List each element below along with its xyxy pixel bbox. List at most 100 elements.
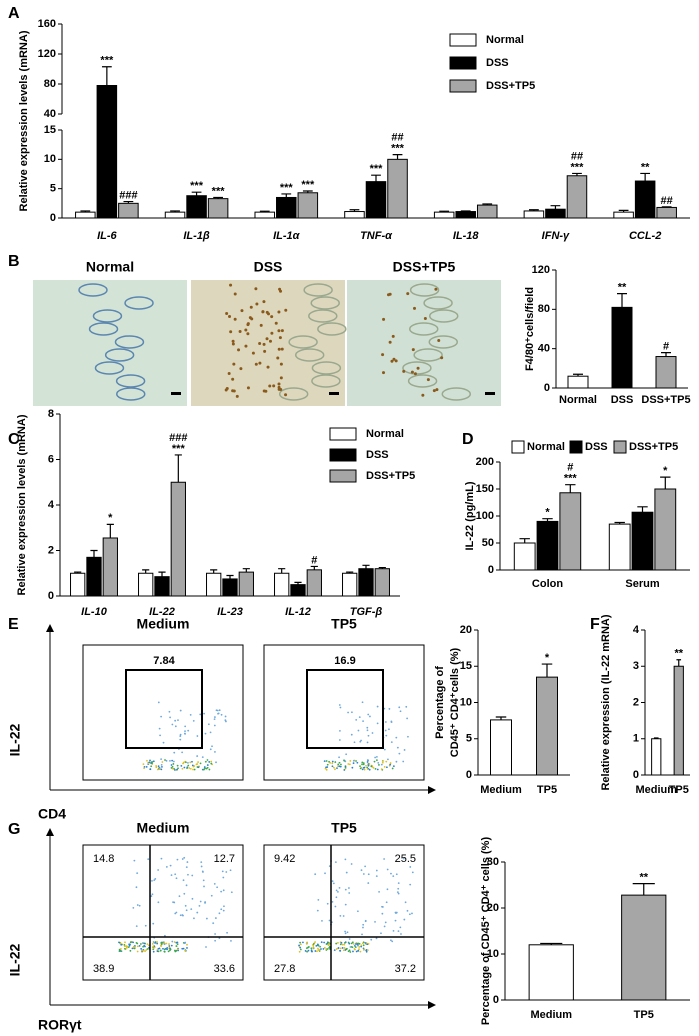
event-dot: [352, 759, 355, 762]
event-dot: [366, 761, 369, 763]
event-dot: [197, 766, 200, 769]
stain: [254, 362, 258, 366]
event-dot: [323, 946, 326, 949]
event-dot: [331, 765, 334, 768]
event-dot: [157, 901, 160, 904]
event-dot: [186, 861, 189, 863]
event-dot: [220, 890, 223, 893]
event-dot: [337, 890, 339, 893]
event-dot: [151, 893, 154, 896]
event-dot: [160, 758, 163, 761]
event-dot: [362, 923, 365, 926]
y-tick-label: 4: [633, 624, 640, 636]
y-tick-label: 5: [466, 733, 472, 745]
event-dot: [305, 942, 308, 945]
crypt: [441, 387, 472, 401]
event-dot: [375, 869, 378, 872]
gate-value: 16.9: [334, 655, 355, 667]
event-dot: [366, 943, 369, 946]
stain: [239, 367, 243, 371]
stain: [413, 306, 417, 310]
event-dot: [368, 768, 371, 771]
event-dot: [381, 905, 383, 908]
event-dot: [411, 912, 413, 915]
stain: [268, 384, 272, 388]
event-dot: [381, 760, 384, 763]
x-tick-label: IL-12: [285, 606, 311, 618]
crypt: [409, 283, 440, 297]
bar: [656, 206, 677, 219]
event-dot: [143, 767, 146, 770]
event-dot: [136, 904, 139, 906]
event-dot: [224, 715, 227, 718]
significance-mark: ***: [564, 473, 578, 485]
error-bar: [259, 210, 270, 213]
event-dot: [142, 942, 144, 944]
error-bar: [676, 659, 682, 667]
event-dot: [140, 949, 143, 952]
significance-mark: ***: [100, 55, 114, 67]
error-bar: [226, 574, 234, 579]
error-bar: [618, 209, 629, 213]
event-dot: [179, 738, 182, 741]
bar: [566, 175, 588, 219]
stain: [277, 329, 281, 333]
axis-title: CD4: [38, 806, 66, 822]
event-dot: [174, 950, 177, 953]
event-dot: [184, 904, 187, 907]
y-tick-label: 80: [44, 78, 56, 90]
event-dot: [362, 944, 365, 947]
significance-mark: *: [545, 507, 550, 519]
event-dot: [353, 944, 356, 947]
flow-title: Medium: [137, 820, 190, 836]
event-dot: [123, 944, 126, 946]
scale-bar: [329, 392, 339, 395]
event-dot: [163, 941, 166, 944]
event-dot: [322, 948, 325, 950]
event-dot: [349, 951, 352, 953]
event-dot: [196, 755, 199, 757]
event-dot: [214, 716, 216, 718]
bar: [102, 537, 118, 597]
event-dot: [139, 943, 142, 945]
event-dot: [172, 760, 175, 763]
event-dot: [404, 901, 407, 904]
y-tick-label: 50: [482, 537, 494, 549]
event-dot: [200, 861, 203, 864]
event-dot: [348, 892, 351, 894]
panel-letter: C: [8, 431, 20, 448]
event-dot: [356, 910, 359, 913]
event-dot: [214, 933, 216, 935]
event-dot: [390, 939, 392, 942]
event-dot: [389, 762, 392, 764]
event-dot: [366, 759, 369, 761]
flow-title: TP5: [331, 820, 357, 836]
flow-plot-frame: [82, 644, 244, 781]
event-dot: [299, 941, 302, 944]
bar: [536, 676, 558, 776]
stain: [406, 292, 410, 296]
event-dot: [165, 866, 168, 868]
event-dot: [182, 947, 185, 950]
event-dot: [146, 759, 148, 762]
y-axis-title: CD45⁺ CD4⁺cells (%): [449, 647, 461, 757]
significance-mark: *: [108, 512, 113, 524]
bar: [70, 572, 86, 597]
event-dot: [186, 767, 188, 770]
stain: [225, 312, 229, 316]
event-dot: [366, 766, 369, 769]
event-dot: [366, 741, 369, 744]
event-dot: [359, 767, 362, 770]
event-dot: [392, 875, 395, 877]
bar: [118, 202, 139, 219]
stain: [284, 308, 288, 312]
event-dot: [391, 940, 394, 943]
stain: [277, 310, 281, 314]
event-dot: [305, 947, 308, 950]
event-dot: [337, 941, 339, 944]
crypt: [303, 283, 333, 297]
event-dot: [326, 948, 329, 950]
x-tick-label: IL-22: [149, 606, 175, 618]
event-dot: [225, 871, 228, 873]
event-dot: [335, 948, 338, 950]
